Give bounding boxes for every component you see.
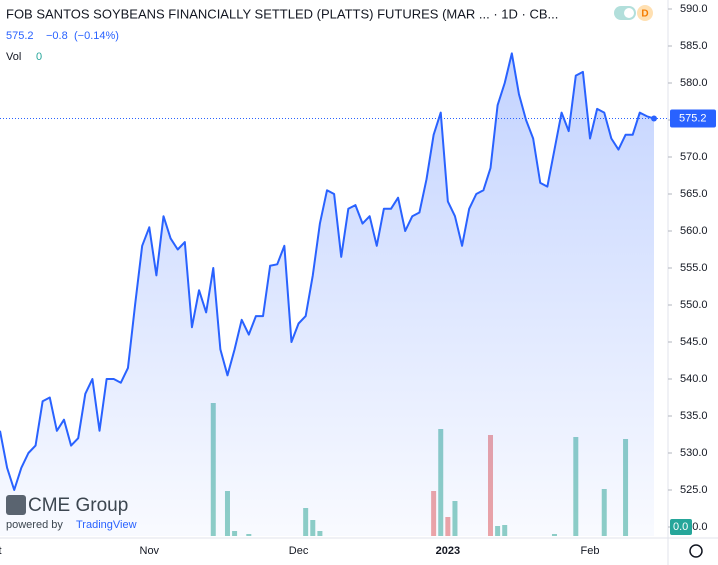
logo-icon	[6, 495, 26, 515]
price-line	[0, 52, 655, 491]
price-axis: 520.0525.0530.0535.0540.0545.0550.0555.0…	[668, 3, 708, 533]
chart-title: FOB SANTOS SOYBEANS FINANCIALLY SETTLED …	[6, 6, 558, 21]
delay-badge-text: D	[641, 9, 648, 20]
settings-icon[interactable]	[689, 544, 703, 558]
y-tick-label: 545.0	[680, 336, 708, 348]
y-tick-label: 585.0	[680, 40, 708, 52]
y-tick-label: 580.0	[680, 77, 708, 89]
x-tick-label: Feb	[581, 545, 600, 557]
volume-label: Vol	[6, 51, 21, 63]
y-tick-label: 550.0	[680, 299, 708, 311]
y-tick-label: 570.0	[680, 151, 708, 163]
y-tick-label: 540.0	[680, 373, 708, 385]
last-point	[651, 115, 657, 122]
plot-area	[0, 52, 655, 537]
y-tick-label: 565.0	[680, 188, 708, 200]
volume-last: 0	[36, 51, 42, 63]
last-price: 575.2	[6, 30, 34, 42]
powered-by: powered by	[6, 519, 63, 531]
logo: CME Group	[28, 495, 128, 516]
y-tick-label: 530.0	[680, 447, 708, 459]
toggle-knob	[624, 8, 634, 18]
x-tick-label: t	[0, 545, 2, 557]
provider: TradingView	[76, 519, 137, 531]
y-tick-label: 535.0	[680, 410, 708, 422]
y-tick-label: 590.0	[680, 3, 708, 15]
y-tick-label: 555.0	[680, 262, 708, 274]
volume-axis-box	[670, 519, 692, 535]
x-tick-label: Nov	[140, 545, 160, 557]
x-tick-label: Dec	[289, 545, 309, 557]
delay-badge	[637, 5, 653, 21]
area	[0, 53, 654, 537]
last-price-box	[670, 109, 716, 128]
change: −0.8	[46, 30, 68, 42]
last-price-axis-label: 575.2	[679, 112, 707, 124]
x-tick-label: 2023	[436, 545, 460, 557]
volume-axis-label: 0.0	[673, 521, 688, 533]
change-pct: (−0.14%)	[74, 30, 119, 42]
y-tick-label: 525.0	[680, 484, 708, 496]
y-tick-label: 560.0	[680, 225, 708, 237]
